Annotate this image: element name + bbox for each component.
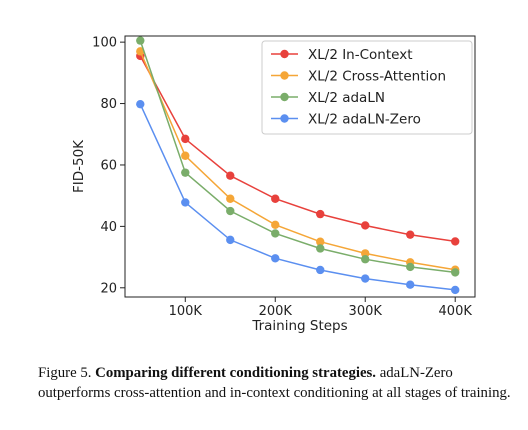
data-point — [361, 249, 370, 258]
x-tick-label: 400K — [439, 304, 473, 319]
series-layer — [136, 36, 460, 295]
series-line — [139, 40, 456, 274]
data-point — [181, 134, 190, 144]
data-point — [451, 268, 460, 277]
y-tick-label: 100 — [92, 36, 117, 51]
data-point — [181, 151, 190, 160]
y-tick-label: 80 — [100, 97, 117, 112]
data-point — [361, 274, 370, 283]
caption-body: adaLN-Zero outperforms cross-attention a… — [38, 365, 511, 401]
data-point — [361, 221, 370, 230]
data-point — [226, 206, 235, 216]
series-line — [139, 103, 456, 291]
caption-title: Comparing different conditioning strateg… — [95, 365, 376, 381]
series-3 — [136, 99, 460, 295]
legend-marker — [280, 114, 289, 123]
legend-entry: XL/2 Cross-Attention — [308, 69, 446, 85]
series-0 — [136, 51, 460, 246]
data-point — [271, 229, 280, 238]
series-1 — [136, 47, 460, 274]
x-tick-label: 100K — [169, 304, 203, 319]
data-point — [316, 209, 325, 219]
y-tick-label: 60 — [100, 158, 117, 173]
data-point — [406, 262, 415, 272]
data-point — [316, 265, 325, 275]
fid-vs-training-steps-chart: 100K 200K 300K 400K 20 40 60 80 100 Training Ste… — [71, 35, 476, 334]
figure-caption: Figure 5. Comparing different conditioni… — [38, 364, 516, 403]
data-point — [226, 171, 235, 180]
y-tick-label: 40 — [100, 220, 117, 235]
data-point — [181, 198, 190, 207]
series-line — [139, 55, 456, 243]
data-point — [181, 168, 190, 177]
series-line — [139, 51, 456, 271]
series-2 — [136, 36, 460, 277]
y-axis-label: FID-50K — [71, 139, 87, 193]
x-axis-label: Training Steps — [251, 318, 347, 334]
data-point — [406, 280, 415, 289]
legend-entry: XL/2 adaLN-Zero — [308, 112, 421, 128]
legend-entry: XL/2 In-Context — [308, 47, 413, 63]
data-point — [316, 244, 325, 253]
legend-marker — [280, 71, 289, 80]
data-point — [226, 235, 235, 245]
y-tick-label: 20 — [100, 281, 117, 296]
data-point — [361, 255, 370, 264]
legend: XL/2 In-Context XL/2 Cross-Attention XL/2 … — [261, 40, 473, 135]
data-point — [271, 220, 280, 230]
legend-marker — [280, 49, 289, 59]
caption-figure-label: Figure 5. — [38, 365, 92, 381]
data-point — [451, 285, 460, 295]
data-point — [136, 47, 145, 56]
plot-frame — [124, 35, 476, 298]
data-point — [451, 237, 460, 246]
data-point — [136, 99, 145, 109]
legend-entry: XL/2 adaLN — [308, 90, 385, 106]
legend-box — [261, 40, 473, 135]
data-point — [406, 230, 415, 239]
x-tick-label: 200K — [259, 304, 293, 319]
legend-marker — [280, 92, 289, 102]
data-point — [271, 254, 280, 263]
data-point — [316, 237, 325, 246]
x-tick-label: 300K — [349, 304, 383, 319]
data-point — [226, 194, 235, 203]
data-point — [136, 36, 145, 45]
ticks-layer: 100K 200K 300K 400K 20 40 60 80 100 — [92, 36, 472, 319]
data-point — [271, 194, 280, 203]
